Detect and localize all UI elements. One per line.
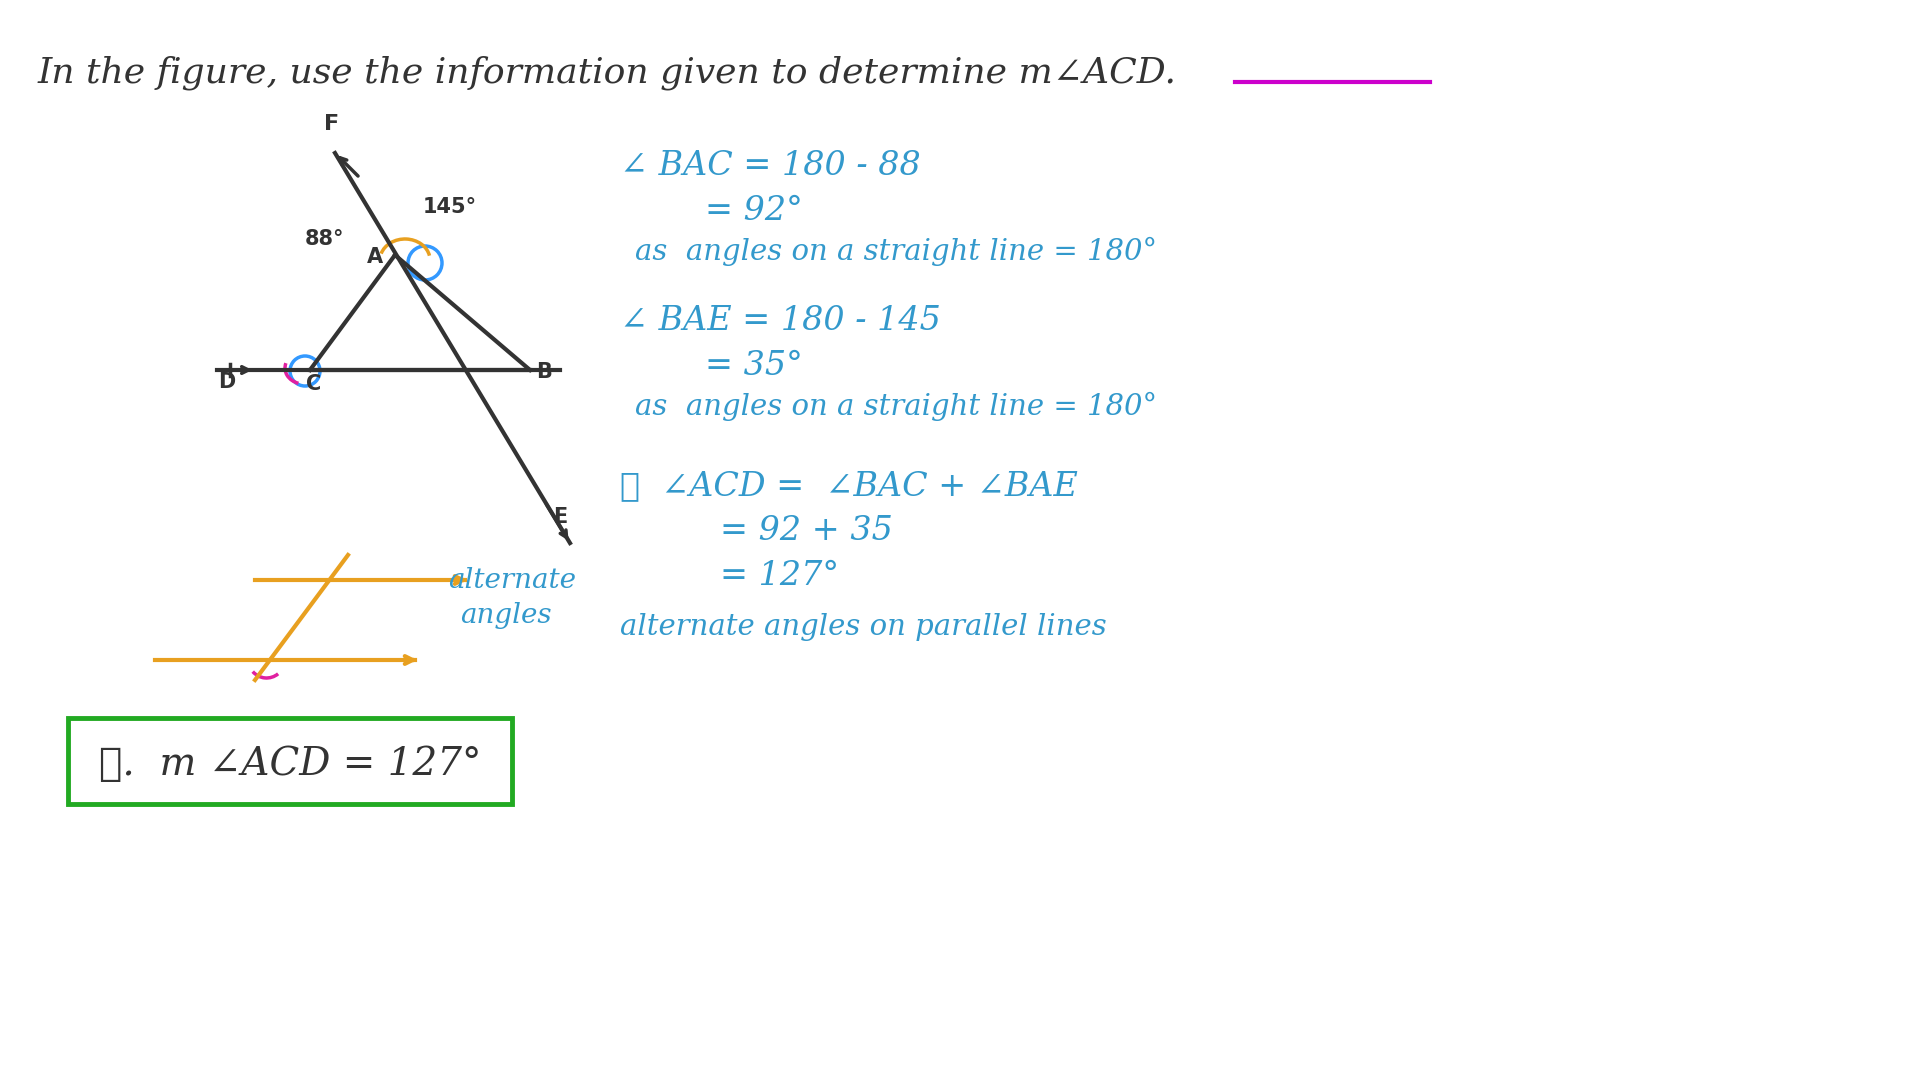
Text: D: D (219, 372, 236, 392)
Text: ∠ BAE = 180 - 145: ∠ BAE = 180 - 145 (620, 305, 941, 337)
Text: = 35°: = 35° (705, 350, 803, 382)
Text: = 92°: = 92° (705, 195, 803, 227)
Text: ∠ BAC = 180 - 88: ∠ BAC = 180 - 88 (620, 150, 922, 183)
Text: as  angles on a straight line = 180°: as angles on a straight line = 180° (636, 392, 1158, 421)
Text: angles: angles (461, 602, 551, 629)
Text: = 127°: = 127° (720, 561, 839, 592)
Text: alternate angles on parallel lines: alternate angles on parallel lines (620, 613, 1106, 642)
Text: alternate: alternate (447, 567, 576, 594)
Text: C: C (307, 374, 323, 394)
Text: as  angles on a straight line = 180°: as angles on a straight line = 180° (636, 237, 1158, 266)
Text: 145°: 145° (422, 197, 478, 217)
FancyBboxPatch shape (67, 718, 513, 804)
Text: E: E (553, 508, 566, 527)
Text: ∴.  m ∠ACD = 127°: ∴. m ∠ACD = 127° (98, 745, 482, 783)
Text: = 92 + 35: = 92 + 35 (720, 515, 893, 546)
Text: A: A (367, 247, 384, 267)
Text: F: F (324, 114, 340, 134)
Text: ∴  ∠ACD =  ∠BAC + ∠BAE: ∴ ∠ACD = ∠BAC + ∠BAE (620, 470, 1077, 502)
Text: B: B (536, 362, 551, 382)
Text: 88°: 88° (305, 229, 346, 249)
Text: In the figure, use the information given to determine m∠ACD.: In the figure, use the information given… (38, 55, 1177, 90)
